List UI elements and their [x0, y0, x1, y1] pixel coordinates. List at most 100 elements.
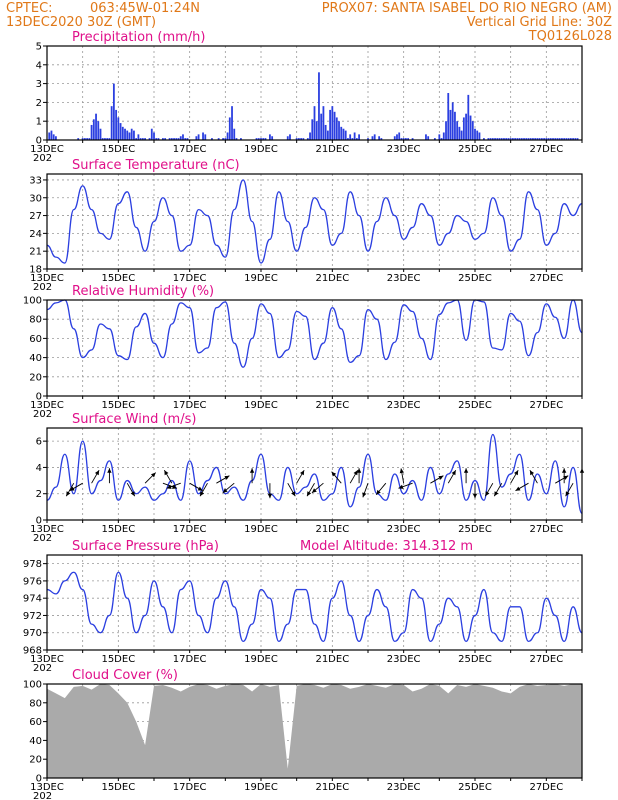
- precip-bar: [576, 138, 579, 140]
- x-year-label: 202: [33, 282, 52, 293]
- precip-bar: [540, 138, 543, 140]
- y-tick-label: 972: [23, 611, 42, 622]
- precip-bar: [543, 138, 546, 140]
- panel-frame: [46, 427, 583, 521]
- wind-vector: [484, 482, 494, 497]
- wind-vector-head: [472, 493, 478, 499]
- precip-bar: [505, 138, 508, 140]
- precip-bar: [148, 138, 151, 140]
- precip-bar: [511, 138, 514, 140]
- precip-bar: [264, 138, 267, 140]
- precip-bar: [525, 138, 528, 140]
- precip-bar: [309, 132, 311, 140]
- precip-bar: [157, 138, 160, 140]
- precip-bar: [311, 119, 314, 140]
- wind-vector-head: [311, 488, 317, 493]
- precip-bar: [315, 121, 318, 140]
- precip-bar: [563, 138, 566, 140]
- y-tick-label: 24: [29, 229, 42, 240]
- wind-vector: [163, 469, 173, 484]
- y-tick-label: 978: [23, 559, 42, 570]
- y-tick-label: 33: [29, 175, 42, 186]
- x-tick-label: 19DEC: [244, 273, 278, 284]
- precip-bar: [547, 138, 550, 140]
- wind-vector-head: [529, 470, 535, 476]
- wind-vector: [472, 483, 478, 499]
- y-tick-label: 0: [36, 392, 42, 403]
- wind-vector-head: [249, 468, 255, 473]
- y-tick-label: 968: [23, 646, 42, 657]
- precip-bar: [483, 138, 485, 140]
- precip-bar: [554, 138, 557, 140]
- precip-bar: [380, 138, 383, 140]
- x-tick-label: 25DEC: [458, 273, 492, 284]
- precip-bar: [170, 138, 173, 140]
- panel-frame: [46, 173, 583, 270]
- precip-bar: [86, 138, 89, 140]
- wind-vector: [493, 482, 503, 497]
- x-tick-label: 13DEC: [30, 400, 64, 411]
- precip-bar: [320, 113, 323, 140]
- x-year-label: 202: [33, 663, 52, 674]
- y-tick-label: 4: [36, 463, 42, 474]
- y-tick-label: 974: [23, 594, 42, 605]
- precip-bar: [306, 138, 309, 140]
- precip-bar: [197, 134, 200, 140]
- precip-bar: [351, 138, 354, 140]
- precip-bar: [130, 128, 133, 140]
- precip-bar: [400, 138, 403, 140]
- x-tick-label: 23DEC: [387, 144, 421, 155]
- x-tick-label: 25DEC: [458, 144, 492, 155]
- precip-bar: [527, 138, 530, 140]
- precip-bar: [269, 134, 271, 140]
- precip-bar: [460, 130, 463, 140]
- precip-bar: [367, 138, 369, 140]
- wind-vector-head: [164, 470, 169, 476]
- y-tick-label: 0: [36, 136, 42, 147]
- wind-vector-head: [398, 484, 404, 489]
- precip-bar: [447, 93, 450, 140]
- y-tick-label: 1: [36, 117, 42, 128]
- y-tick-label: 80: [29, 315, 42, 326]
- wind-vector: [144, 472, 157, 484]
- x-tick-label: 27DEC: [529, 400, 563, 411]
- precip-bar: [500, 138, 503, 140]
- precip-bar: [342, 128, 345, 140]
- precip-bar: [173, 138, 175, 140]
- precip-bar: [231, 106, 233, 140]
- precip-bar: [117, 117, 120, 140]
- x-tick-label: 27DEC: [529, 524, 563, 535]
- precip-bar: [184, 138, 187, 140]
- x-tick-label: 21DEC: [315, 654, 349, 665]
- precip-bar: [355, 138, 358, 140]
- precip-bar: [186, 138, 189, 140]
- precip-bar: [349, 134, 352, 140]
- wind-vector-head: [485, 491, 490, 497]
- x-tick-label: 15DEC: [101, 654, 135, 665]
- precip-bar: [115, 109, 118, 140]
- precip-bar: [240, 138, 242, 140]
- precip-bar: [204, 134, 207, 140]
- precip-bar: [358, 134, 360, 140]
- panel-annotation-pressure: Model Altitude: 314.312 m: [300, 539, 473, 554]
- x-tick-label: 25DEC: [458, 524, 492, 535]
- series-line-wind: [46, 433, 583, 515]
- precip-bar: [465, 113, 467, 140]
- panel-pressure: Surface Pressure (hPa) Model Altitude: 31…: [23, 539, 583, 674]
- x-tick-label: 17DEC: [173, 524, 207, 535]
- precip-bar: [121, 126, 124, 140]
- wind-vector: [69, 482, 83, 492]
- x-tick-label: 27DEC: [529, 654, 563, 665]
- precip-bar: [558, 138, 561, 140]
- series-line-pressure: [46, 571, 583, 643]
- precip-bar: [433, 138, 436, 140]
- precip-bar: [561, 138, 563, 140]
- x-tick-label: 15DEC: [101, 524, 135, 535]
- precip-bar: [302, 138, 305, 140]
- precip-bar: [335, 117, 338, 140]
- x-tick-label: 17DEC: [173, 400, 207, 411]
- precip-bar: [137, 134, 140, 140]
- y-tick-label: 976: [23, 576, 42, 587]
- wind-vector: [296, 469, 305, 484]
- x-tick-label: 21DEC: [315, 782, 349, 793]
